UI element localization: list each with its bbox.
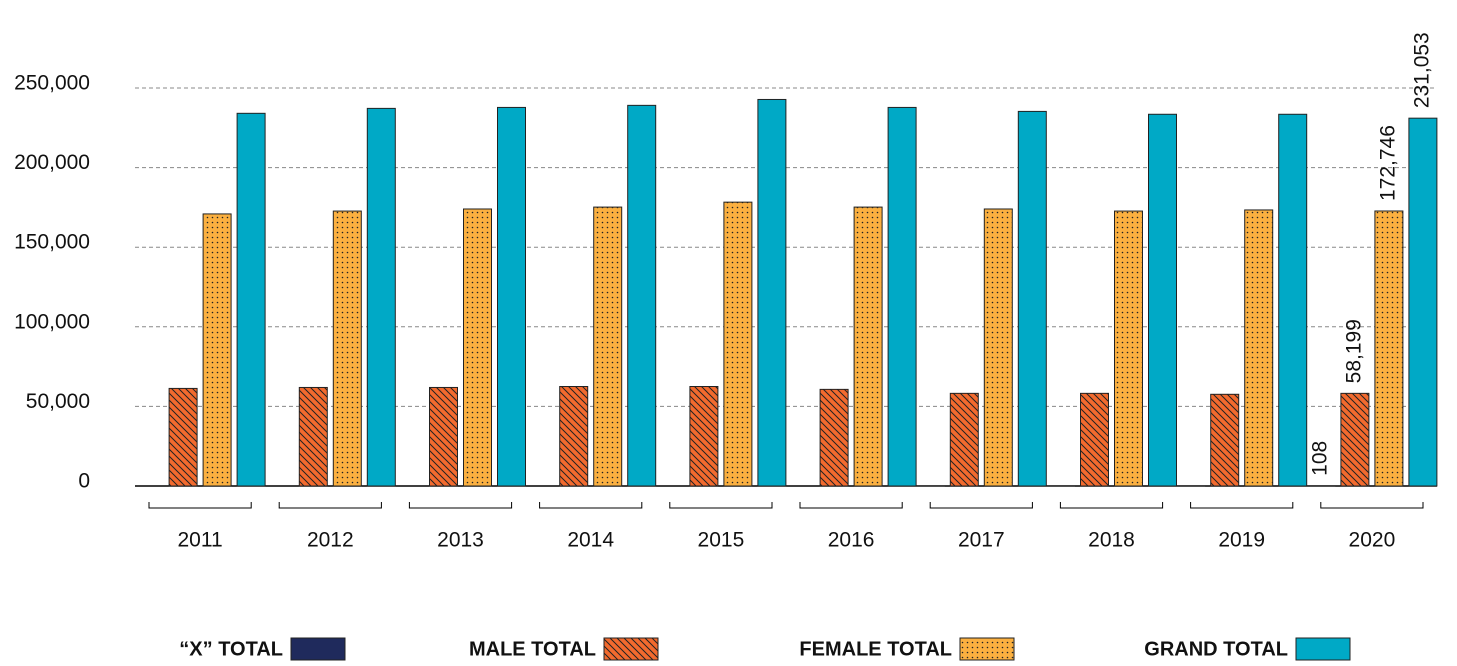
category-bracket	[1059, 502, 1164, 509]
x-tick-label: 2015	[698, 529, 745, 552]
bar	[1244, 209, 1274, 487]
value-label: 58,199	[1342, 319, 1365, 383]
bar	[723, 201, 753, 487]
bar	[627, 104, 657, 487]
bar	[168, 387, 198, 487]
x-tick-label: 2017	[958, 529, 1005, 552]
bar	[366, 107, 396, 487]
y-tick-label: 0	[78, 470, 90, 493]
bar	[202, 213, 232, 487]
x-tick-label: 2012	[307, 529, 354, 552]
bar	[689, 386, 719, 487]
legend-label: FEMALE TOTAL	[799, 638, 952, 660]
bar	[819, 388, 849, 487]
bar	[887, 106, 917, 487]
category-bracket	[1190, 502, 1294, 509]
legend-swatch	[1295, 637, 1351, 661]
category-bracket	[929, 502, 1033, 509]
legend-swatch	[290, 637, 346, 661]
bar	[332, 210, 362, 487]
category-bracket	[408, 502, 513, 509]
category-bracket	[148, 502, 252, 509]
legend-label: GRAND TOTAL	[1144, 638, 1288, 660]
bar	[1408, 117, 1438, 487]
bar	[757, 98, 787, 487]
category-bracket	[799, 502, 903, 509]
bar	[983, 208, 1013, 487]
bar	[1210, 393, 1240, 487]
x-tick-label: 2011	[178, 529, 223, 552]
bar	[236, 112, 266, 487]
x-tick-label: 2014	[567, 529, 614, 552]
bar	[1017, 110, 1047, 487]
bar	[1374, 210, 1404, 487]
x-tick-label: 2018	[1088, 529, 1135, 552]
bar	[1080, 392, 1109, 487]
bar	[429, 386, 458, 487]
legend-swatch	[603, 637, 659, 661]
y-tick-label: 150,000	[14, 231, 90, 254]
x-tick-label: 2019	[1218, 529, 1265, 552]
bar	[949, 392, 979, 487]
bar	[559, 386, 589, 487]
y-tick-label: 50,000	[26, 390, 90, 413]
x-tick-label: 2013	[437, 529, 484, 552]
bar	[853, 206, 883, 487]
bar	[1114, 210, 1143, 487]
x-tick-label: 2020	[1349, 529, 1396, 552]
bar	[497, 106, 526, 487]
legend-label: MALE TOTAL	[469, 638, 596, 660]
value-label: 231,053	[1410, 32, 1433, 108]
category-bracket	[1320, 502, 1424, 509]
category-bracket	[539, 502, 643, 509]
bar	[298, 386, 328, 487]
x-tick-label: 2016	[828, 529, 875, 552]
category-bracket	[278, 502, 382, 509]
bar	[463, 208, 492, 487]
bar	[1340, 392, 1370, 487]
y-tick-label: 100,000	[14, 310, 90, 333]
value-label: 172,746	[1376, 125, 1399, 201]
legend: “X” TOTAL MALE TOTAL FEMALE TOTAL GRAND TOT…	[179, 637, 1351, 661]
value-label: 108	[1308, 441, 1331, 476]
bar	[1148, 113, 1177, 487]
bar	[593, 206, 623, 487]
y-tick-label: 250,000	[14, 72, 90, 95]
category-bracket	[669, 502, 773, 509]
legend-swatch	[959, 637, 1015, 661]
y-tick-label: 200,000	[14, 151, 90, 174]
bar	[1278, 113, 1308, 487]
legend-label: “X” TOTAL	[179, 638, 283, 660]
